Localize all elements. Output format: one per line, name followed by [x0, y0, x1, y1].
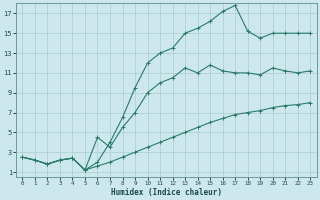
- X-axis label: Humidex (Indice chaleur): Humidex (Indice chaleur): [111, 188, 222, 197]
